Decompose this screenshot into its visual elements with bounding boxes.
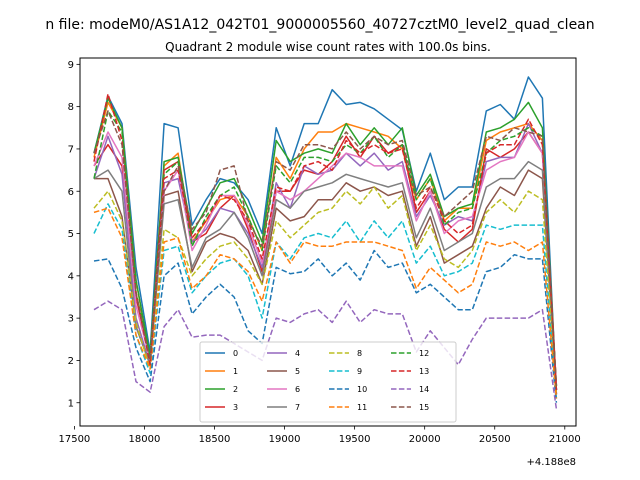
legend-label-8: 8 xyxy=(357,349,362,358)
legend-label-3: 3 xyxy=(233,403,238,412)
legend-label-1: 1 xyxy=(233,367,238,376)
legend-label-2: 2 xyxy=(233,385,238,394)
y-tick-label: 1 xyxy=(68,398,74,409)
series-line-2 xyxy=(93,97,558,391)
x-tick-label: 18000 xyxy=(129,434,161,445)
y-tick-label: 5 xyxy=(68,229,74,240)
legend-label-4: 4 xyxy=(295,349,300,358)
x-tick-label: 19500 xyxy=(339,434,371,445)
series-line-6 xyxy=(93,131,558,391)
y-tick-label: 4 xyxy=(68,271,74,282)
x-tick-label: 21000 xyxy=(549,434,581,445)
legend-label-5: 5 xyxy=(295,367,300,376)
series-line-14 xyxy=(93,300,558,410)
series-line-8 xyxy=(93,186,558,395)
series-line-0 xyxy=(93,76,558,395)
plot-frame xyxy=(79,57,577,427)
x-offset-label: +4.188e8 xyxy=(526,457,576,468)
y-tick-label: 3 xyxy=(68,314,74,325)
legend-label-13: 13 xyxy=(419,367,429,376)
series-line-12 xyxy=(93,110,558,391)
y-tick-label: 2 xyxy=(68,356,74,367)
x-axis: 17500 18000 18500 19000 19500 20000 20500 21000 xyxy=(58,426,581,445)
chart-title: Quadrant 2 module wise count rates with … xyxy=(165,40,491,54)
chart-suptitle: n file: modeM0/AS1A12_042T01_9000005560_… xyxy=(45,17,594,33)
y-tick-label: 8 xyxy=(68,102,74,113)
x-tick-label: 20000 xyxy=(409,434,441,445)
series-line-10 xyxy=(93,249,558,403)
legend-label-9: 9 xyxy=(357,367,362,376)
legend-label-14: 14 xyxy=(419,385,429,394)
y-tick-label: 9 xyxy=(68,60,74,71)
legend-label-6: 6 xyxy=(295,385,300,394)
series-line-15 xyxy=(93,110,558,386)
legend-box xyxy=(199,341,457,423)
series-line-9 xyxy=(93,203,558,399)
series-line-7 xyxy=(93,160,558,391)
x-tick-label: 17500 xyxy=(58,434,90,445)
series-line-5 xyxy=(94,169,558,395)
y-axis: 1 2 3 4 5 6 7 8 9 xyxy=(68,60,80,409)
series-line-11 xyxy=(93,207,558,399)
legend-label-12: 12 xyxy=(419,349,429,358)
x-tick-label: 18500 xyxy=(199,434,231,445)
y-tick-label: 7 xyxy=(68,145,74,156)
legend-label-10: 10 xyxy=(357,385,367,394)
y-tick-label: 6 xyxy=(68,187,74,198)
x-tick-label: 19000 xyxy=(269,434,301,445)
legend-label-15: 15 xyxy=(419,403,429,412)
legend-label-0: 0 xyxy=(233,349,238,358)
series-line-13 xyxy=(93,93,558,391)
series-layer xyxy=(93,76,558,410)
legend-label-11: 11 xyxy=(357,403,367,412)
legend-label-7: 7 xyxy=(295,403,300,412)
x-tick-label: 20500 xyxy=(479,434,511,445)
